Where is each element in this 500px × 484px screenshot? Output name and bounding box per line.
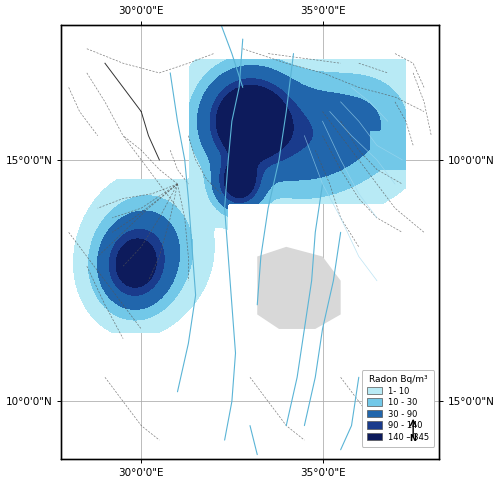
Polygon shape	[258, 247, 340, 329]
Text: N: N	[410, 434, 416, 442]
Polygon shape	[370, 131, 406, 169]
Legend: 1- 10, 10 - 30, 30 - 90, 90 - 140, 140 – 345: 1- 10, 10 - 30, 30 - 90, 90 - 140, 140 –…	[362, 370, 434, 447]
